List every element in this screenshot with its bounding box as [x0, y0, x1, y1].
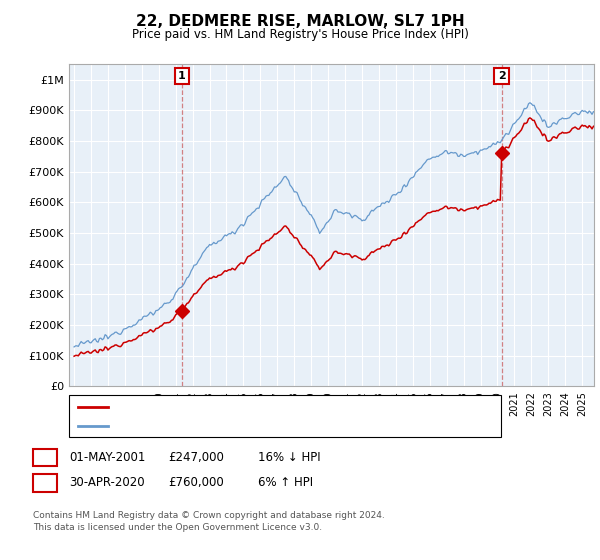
Text: 01-MAY-2001: 01-MAY-2001	[69, 451, 145, 464]
Text: £247,000: £247,000	[168, 451, 224, 464]
Text: 22, DEDMERE RISE, MARLOW, SL7 1PH (detached house): 22, DEDMERE RISE, MARLOW, SL7 1PH (detac…	[114, 402, 432, 412]
Text: 30-APR-2020: 30-APR-2020	[69, 476, 145, 489]
Text: HPI: Average price, detached house, Buckinghamshire: HPI: Average price, detached house, Buck…	[114, 421, 417, 431]
Text: Contains HM Land Registry data © Crown copyright and database right 2024.: Contains HM Land Registry data © Crown c…	[33, 511, 385, 520]
Text: 1: 1	[178, 71, 186, 81]
Text: This data is licensed under the Open Government Licence v3.0.: This data is licensed under the Open Gov…	[33, 523, 322, 532]
Text: 6% ↑ HPI: 6% ↑ HPI	[258, 476, 313, 489]
Text: 22, DEDMERE RISE, MARLOW, SL7 1PH: 22, DEDMERE RISE, MARLOW, SL7 1PH	[136, 14, 464, 29]
Text: 16% ↓ HPI: 16% ↓ HPI	[258, 451, 320, 464]
Text: Price paid vs. HM Land Registry's House Price Index (HPI): Price paid vs. HM Land Registry's House …	[131, 28, 469, 41]
Text: 2: 2	[41, 476, 49, 489]
Text: 2: 2	[498, 71, 506, 81]
Text: 1: 1	[41, 451, 49, 464]
Text: £760,000: £760,000	[168, 476, 224, 489]
